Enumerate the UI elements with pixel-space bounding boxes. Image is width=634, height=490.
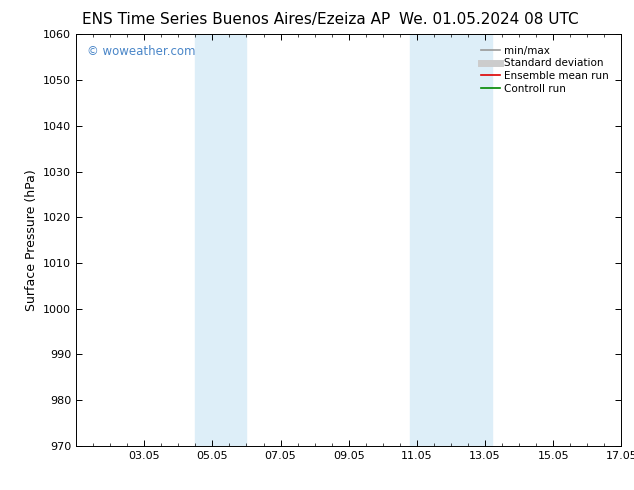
Text: ENS Time Series Buenos Aires/Ezeiza AP: ENS Time Series Buenos Aires/Ezeiza AP xyxy=(82,12,391,27)
Text: We. 01.05.2024 08 UTC: We. 01.05.2024 08 UTC xyxy=(399,12,579,27)
Bar xyxy=(195,34,247,446)
Bar xyxy=(451,34,492,446)
Text: © woweather.com: © woweather.com xyxy=(87,45,195,58)
Bar xyxy=(410,34,451,446)
Y-axis label: Surface Pressure (hPa): Surface Pressure (hPa) xyxy=(25,169,37,311)
Legend: min/max, Standard deviation, Ensemble mean run, Controll run: min/max, Standard deviation, Ensemble me… xyxy=(479,44,611,96)
